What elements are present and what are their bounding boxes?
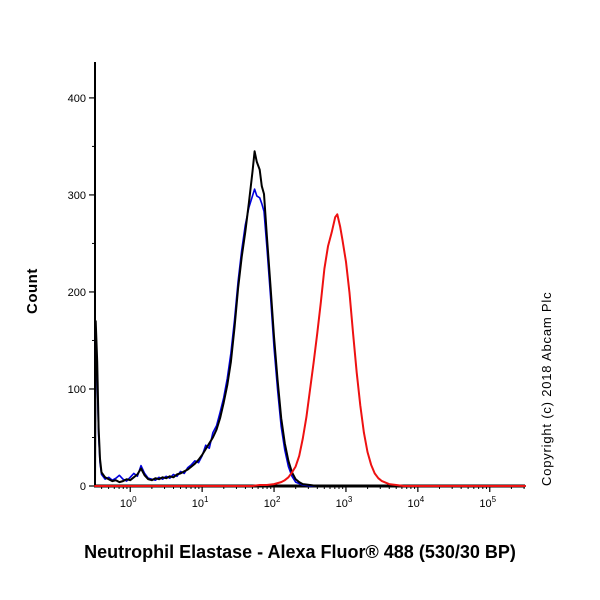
x-tick-label: 105 — [479, 495, 496, 510]
figure-title: Neutrophil Elastase - Alexa Fluor® 488 (… — [84, 542, 516, 562]
red-stained-curve — [94, 213, 526, 487]
blue-control-curve — [94, 188, 526, 487]
black-control-curve — [94, 150, 526, 487]
y-tick-label: 300 — [68, 190, 86, 202]
copyright-text: Copyright (c) 2018 Abcam Plc — [539, 291, 554, 486]
x-tick-label: 101 — [192, 495, 209, 510]
y-tick-label: 0 — [80, 481, 86, 493]
x-tick-label: 102 — [264, 495, 281, 510]
y-axis-label: Count — [24, 268, 41, 314]
x-tick-label: 100 — [120, 495, 137, 510]
x-tick-label: 103 — [336, 495, 353, 510]
y-tick-label: 200 — [68, 287, 86, 299]
y-tick-label: 100 — [68, 384, 86, 396]
x-tick-label: 104 — [408, 495, 425, 510]
histogram-plot: 0 100 200 300 400 100 101 102 103 104 105 — [68, 62, 526, 510]
y-tick-label: 400 — [68, 93, 86, 105]
